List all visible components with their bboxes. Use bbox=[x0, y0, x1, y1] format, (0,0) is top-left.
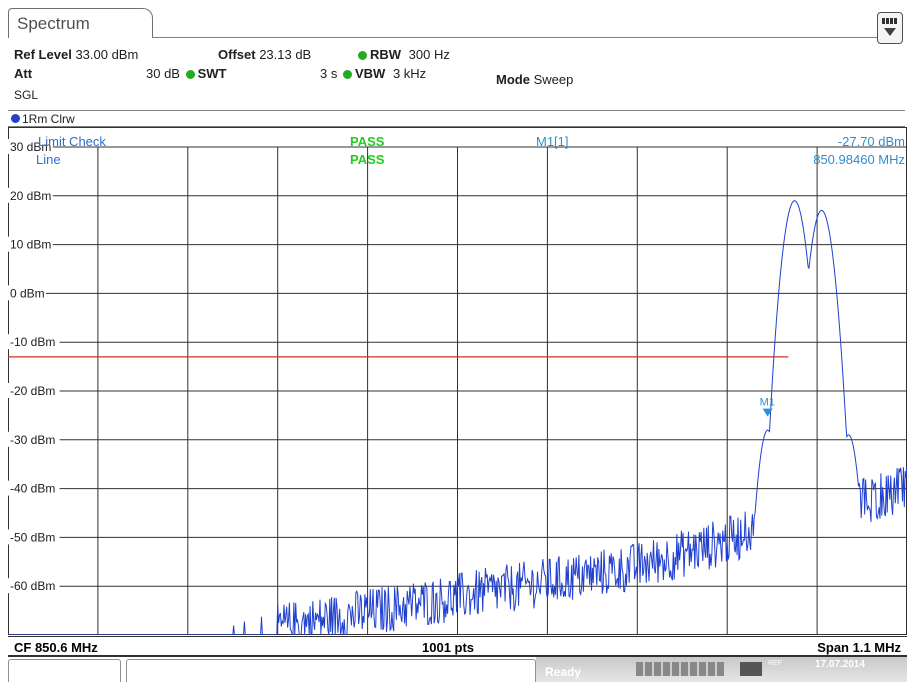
status-panel-message bbox=[126, 659, 536, 682]
y-tick-label-bg bbox=[8, 578, 60, 594]
layout-grid-icon bbox=[882, 18, 898, 24]
ref-level-setting: Ref Level 33.00 dBm bbox=[14, 47, 138, 62]
status-ref: REF bbox=[768, 660, 782, 667]
y-tick-label: -30 dBm bbox=[10, 433, 55, 447]
chevron-down-icon bbox=[884, 28, 896, 36]
rbw-status-dot bbox=[358, 51, 367, 60]
y-tick-label-bg bbox=[8, 139, 53, 154]
marker-level: -27.70 dBm bbox=[838, 134, 905, 149]
instrument-icon bbox=[740, 662, 762, 676]
y-tick-label: 0 dBm bbox=[10, 286, 45, 300]
y-tick-label: 20 dBm bbox=[10, 189, 51, 203]
status-date: 17.07.2014 bbox=[815, 659, 866, 670]
status-bar: Ready REF 17.07.2014 bbox=[0, 657, 907, 682]
y-tick-label: 10 dBm bbox=[10, 238, 51, 252]
limit-check-pass: PASS bbox=[350, 134, 385, 149]
sgl-label: SGL bbox=[14, 88, 39, 102]
rbw-label: RBW bbox=[370, 47, 402, 62]
spectrum-plot[interactable]: 30 dBm 20 dBm 10 dBm 0 dBm -10 dBm -20 dBm -30… bbox=[8, 127, 907, 635]
offset-label: Offset bbox=[218, 47, 256, 62]
limit-line-pass: PASS bbox=[350, 152, 385, 167]
limit-check-label: Limit Check bbox=[38, 134, 106, 149]
y-tick-label: -10 dBm bbox=[10, 335, 55, 349]
tab-spectrum-label: Spectrum bbox=[17, 14, 90, 33]
ref-level-value: 33.00 dBm bbox=[75, 47, 139, 62]
att-label-wrap: Att bbox=[14, 66, 32, 81]
frequency-bar: CF 850.6 MHz 1001 pts Span 1.1 MHz bbox=[8, 636, 907, 657]
mode-setting: Mode Sweep bbox=[496, 72, 573, 87]
marker-label: M1[1] bbox=[536, 134, 569, 149]
frequency-span: Span 1.1 MHz bbox=[817, 640, 901, 655]
swt-status-dot bbox=[185, 70, 195, 79]
att-label: Att bbox=[14, 66, 33, 81]
layout-menu-button[interactable] bbox=[877, 12, 903, 44]
sweep-progress-bar bbox=[636, 662, 724, 676]
sgl-indicator: SGL bbox=[14, 88, 38, 102]
y-tick-label-bg bbox=[8, 187, 53, 203]
status-ready: Ready bbox=[545, 665, 582, 679]
marker-m1-tag: M1 bbox=[760, 397, 775, 409]
trace-info-bar: 1Rm Clrw bbox=[8, 110, 905, 127]
y-tick-label-bg bbox=[8, 334, 60, 350]
vbw-label: VBW bbox=[354, 66, 386, 81]
limit-line-label: Line bbox=[36, 152, 61, 167]
y-tick-label: -60 dBm bbox=[10, 579, 55, 593]
y-axis-ticks: 30 dBm 20 dBm 10 dBm 0 dBm -10 dBm -20 dBm -30… bbox=[8, 139, 60, 594]
y-tick-label: 30 dBm bbox=[10, 140, 51, 154]
center-frequency: CF 850.6 MHz bbox=[14, 640, 98, 655]
marker-m1-triangle[interactable] bbox=[762, 408, 773, 417]
offset-value: 23.13 dB bbox=[259, 47, 312, 62]
marker-frequency: 850.98460 MHz bbox=[813, 152, 905, 167]
y-tick-label: -20 dBm bbox=[10, 384, 55, 398]
status-panel-left bbox=[8, 659, 121, 682]
y-tick-label-bg bbox=[8, 285, 46, 301]
swt-value: 3 s bbox=[320, 66, 338, 81]
y-tick-label-bg bbox=[8, 236, 53, 252]
rbw-setting: RBW 300 Hz bbox=[356, 47, 450, 62]
y-tick-label-bg bbox=[8, 383, 60, 398]
ref-level-label: Ref Level bbox=[14, 47, 72, 62]
vbw-value: 3 kHz bbox=[392, 66, 427, 81]
tab-spectrum[interactable]: Spectrum bbox=[8, 8, 153, 38]
offset-setting: Offset 23.13 dB bbox=[218, 47, 311, 62]
tab-divider bbox=[152, 37, 897, 38]
y-tick-label: -40 dBm bbox=[10, 482, 55, 496]
mode-value: Sweep bbox=[533, 72, 574, 87]
y-tick-label-bg bbox=[8, 480, 60, 496]
plot-grid bbox=[8, 127, 907, 635]
att-setting: 30 dB SWT bbox=[146, 66, 227, 81]
rbw-value: 300 Hz bbox=[408, 47, 450, 62]
mode-label: Mode bbox=[496, 72, 530, 87]
vbw-status-dot bbox=[342, 70, 352, 79]
y-tick-label-bg bbox=[8, 431, 60, 447]
y-tick-label-bg bbox=[8, 529, 60, 545]
sweep-points: 1001 pts bbox=[422, 640, 475, 655]
swt-label: SWT bbox=[197, 66, 227, 81]
trace-dot-icon bbox=[11, 114, 20, 123]
swt-setting: 3 s VBW 3 kHz bbox=[320, 66, 426, 81]
trace-label: 1Rm Clrw bbox=[22, 112, 75, 126]
trace-1-line bbox=[8, 200, 907, 635]
att-value: 30 dB bbox=[146, 66, 180, 81]
y-tick-label: -50 dBm bbox=[10, 530, 55, 544]
